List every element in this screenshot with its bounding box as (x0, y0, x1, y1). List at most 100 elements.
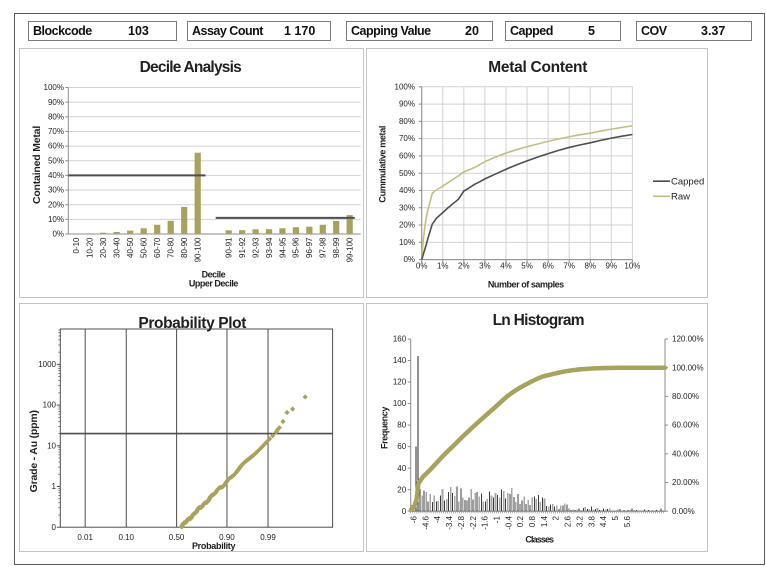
svg-text:90-91: 90-91 (225, 237, 234, 258)
svg-text:40: 40 (397, 464, 406, 473)
svg-text:4%: 4% (500, 262, 512, 271)
svg-text:7%: 7% (563, 262, 575, 271)
svg-text:100: 100 (43, 401, 57, 410)
svg-text:Classes: Classes (525, 534, 554, 544)
svg-text:92-93: 92-93 (251, 237, 260, 258)
svg-text:100: 100 (393, 399, 407, 408)
svg-text:4.4: 4.4 (599, 515, 608, 527)
svg-text:-4.6: -4.6 (421, 515, 430, 529)
svg-text:40-50: 40-50 (126, 237, 135, 258)
svg-text:10%: 10% (624, 262, 640, 271)
svg-text:Raw: Raw (671, 192, 690, 203)
svg-text:6%: 6% (542, 262, 554, 271)
svg-text:20-30: 20-30 (99, 237, 108, 258)
svg-text:Ln Histogram: Ln Histogram (493, 312, 584, 329)
svg-text:-4: -4 (433, 515, 442, 523)
svg-text:Cummulative metal: Cummulative metal (378, 126, 388, 203)
svg-text:30%: 30% (48, 186, 64, 195)
svg-text:5: 5 (611, 515, 620, 520)
svg-text:95-96: 95-96 (292, 237, 301, 258)
svg-text:2%: 2% (458, 262, 470, 271)
svg-text:Frequency: Frequency (380, 407, 390, 449)
svg-text:-0.4: -0.4 (504, 515, 513, 529)
svg-text:-1: -1 (492, 515, 501, 523)
svg-text:0.99: 0.99 (260, 533, 276, 542)
svg-text:2: 2 (552, 515, 561, 520)
svg-text:93-94: 93-94 (265, 237, 274, 258)
svg-text:0.2: 0.2 (516, 515, 525, 527)
svg-text:0%: 0% (416, 262, 428, 271)
svg-text:Contained Metal: Contained Metal (31, 126, 43, 204)
svg-text:91-92: 91-92 (238, 237, 247, 258)
svg-text:0: 0 (52, 523, 57, 532)
svg-text:100.00%: 100.00% (672, 363, 704, 372)
svg-text:Probability: Probability (192, 541, 236, 551)
svg-text:3.8: 3.8 (587, 515, 596, 527)
svg-text:40.00%: 40.00% (672, 449, 699, 458)
svg-text:Decile: Decile (202, 269, 226, 279)
svg-text:90%: 90% (48, 98, 64, 107)
svg-text:-6: -6 (410, 515, 419, 523)
svg-text:94-95: 94-95 (278, 237, 287, 258)
svg-text:20%: 20% (399, 221, 415, 230)
svg-text:60: 60 (397, 442, 406, 451)
svg-text:50-60: 50-60 (140, 237, 149, 258)
svg-text:1: 1 (52, 482, 57, 491)
svg-text:3.2: 3.2 (575, 515, 584, 527)
svg-text:1%: 1% (437, 262, 449, 271)
svg-text:9%: 9% (606, 262, 618, 271)
svg-text:Upper Decile: Upper Decile (189, 279, 239, 289)
svg-text:80%: 80% (399, 117, 415, 126)
svg-text:Metal Content: Metal Content (488, 59, 587, 76)
svg-text:120: 120 (393, 378, 407, 387)
svg-text:0.50: 0.50 (169, 533, 185, 542)
svg-text:97-98: 97-98 (319, 237, 328, 258)
svg-text:40%: 40% (399, 186, 415, 195)
svg-text:1.4: 1.4 (540, 515, 549, 527)
svg-text:2.6: 2.6 (564, 515, 573, 527)
svg-text:0-10: 0-10 (72, 237, 81, 254)
svg-text:80: 80 (397, 421, 406, 430)
svg-text:Number of samples: Number of samples (488, 279, 564, 289)
svg-text:0%: 0% (52, 230, 64, 239)
svg-text:-2.2: -2.2 (469, 515, 478, 529)
svg-text:8%: 8% (584, 262, 596, 271)
svg-text:-3.4: -3.4 (445, 515, 454, 529)
svg-text:1000: 1000 (38, 360, 56, 369)
svg-text:60-70: 60-70 (153, 237, 162, 258)
svg-text:50%: 50% (48, 156, 64, 165)
svg-text:70%: 70% (48, 127, 64, 136)
svg-text:Decile Analysis: Decile Analysis (140, 59, 241, 76)
svg-text:0.90: 0.90 (219, 533, 235, 542)
svg-text:80-90: 80-90 (180, 237, 189, 258)
svg-text:30-40: 30-40 (113, 237, 122, 258)
svg-text:100%: 100% (395, 82, 415, 91)
svg-text:0.8: 0.8 (528, 515, 537, 527)
svg-text:80.00%: 80.00% (672, 392, 699, 401)
svg-text:20%: 20% (48, 200, 64, 209)
svg-text:96-97: 96-97 (305, 237, 314, 258)
svg-text:-2.8: -2.8 (457, 515, 466, 529)
svg-text:20: 20 (397, 485, 406, 494)
svg-text:100%: 100% (44, 83, 64, 92)
svg-text:-1.6: -1.6 (481, 515, 490, 529)
svg-text:40%: 40% (48, 171, 64, 180)
svg-text:Capped: Capped (671, 177, 704, 188)
svg-text:0.10: 0.10 (118, 533, 134, 542)
svg-text:30%: 30% (399, 203, 415, 212)
svg-text:20.00%: 20.00% (672, 478, 699, 487)
svg-text:140: 140 (393, 356, 407, 365)
svg-text:5.6: 5.6 (623, 515, 632, 527)
svg-text:10%: 10% (48, 215, 64, 224)
svg-text:Grade - Au (ppm): Grade - Au (ppm) (28, 410, 40, 492)
svg-text:60%: 60% (399, 152, 415, 161)
svg-text:5%: 5% (521, 262, 533, 271)
svg-text:0: 0 (402, 507, 407, 516)
svg-text:0.00%: 0.00% (672, 507, 695, 516)
svg-text:3%: 3% (479, 262, 491, 271)
svg-text:98-99: 98-99 (332, 237, 341, 258)
svg-text:0%: 0% (403, 255, 415, 264)
svg-text:10%: 10% (399, 238, 415, 247)
svg-text:70%: 70% (399, 134, 415, 143)
svg-text:60.00%: 60.00% (672, 421, 699, 430)
